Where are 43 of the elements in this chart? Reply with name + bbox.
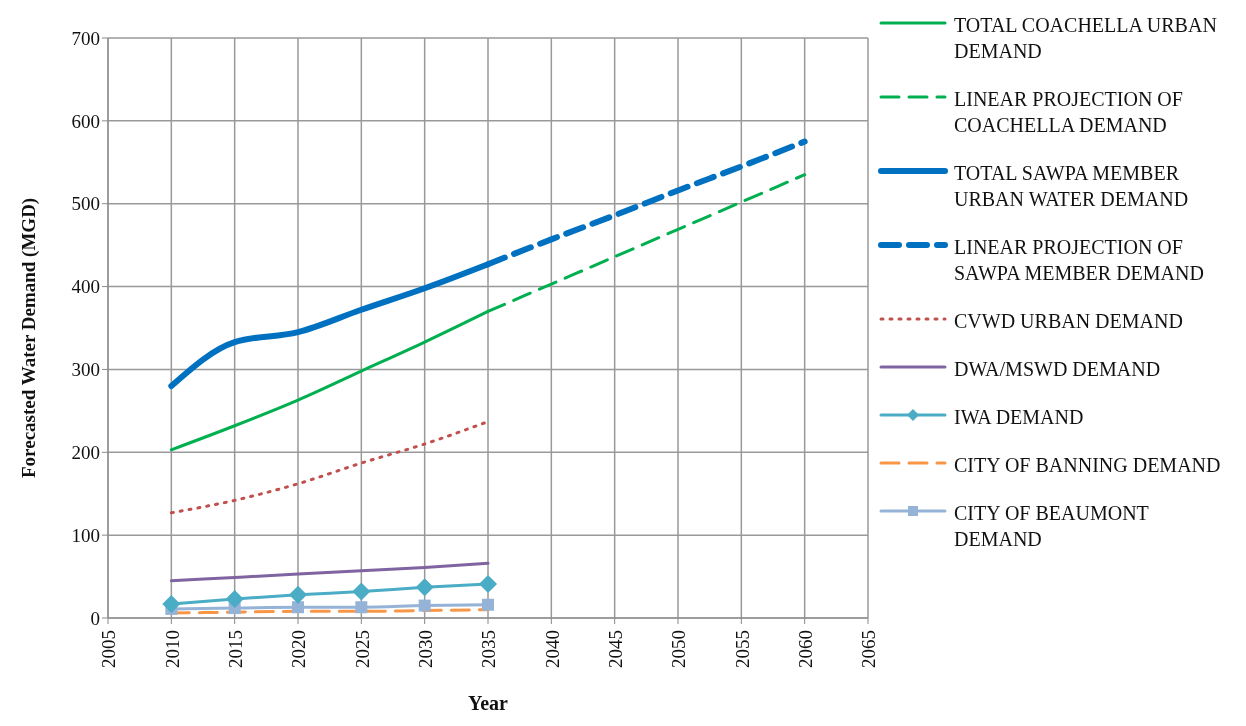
point <box>482 598 494 611</box>
y-axis-title: Forecasted Water Demand (MGD) <box>17 197 40 478</box>
y-tick-label: 600 <box>71 110 100 132</box>
x-tick-label: 2030 <box>415 630 437 668</box>
legend-label: LINEAR PROJECTION OF SAWPA MEMBER DEMAND <box>954 235 1205 286</box>
y-tick-label: 100 <box>71 524 100 546</box>
legend-label: IWA DEMAND <box>954 405 1084 430</box>
point <box>292 601 304 614</box>
y-tick-label: 0 <box>90 607 100 629</box>
point <box>418 599 431 612</box>
y-tick-label: 500 <box>71 193 100 215</box>
legend-label: TOTAL COACHELLA URBAN DEMAND <box>954 13 1218 64</box>
y-tick-label: 400 <box>71 276 100 298</box>
x-tick-label: 2020 <box>288 630 310 668</box>
point <box>355 601 368 614</box>
point <box>479 575 497 594</box>
y-tick-label: 700 <box>71 27 100 49</box>
x-tick-label: 2005 <box>98 630 120 668</box>
x-axis-title: Year <box>468 692 509 714</box>
point <box>162 594 181 613</box>
y-tick-label: 200 <box>71 442 100 464</box>
legend-label: CITY OF BANNING DEMAND <box>954 453 1221 478</box>
legend-label: TOTAL SAWPA MEMBER URBAN WATER DEMAND <box>954 161 1190 212</box>
x-tick-label: 2045 <box>605 630 627 668</box>
y-tick-label: 300 <box>71 359 100 381</box>
x-tick-label: 2060 <box>795 630 817 668</box>
x-tick-label: 2055 <box>731 630 753 668</box>
point <box>415 578 434 597</box>
legend-label: CVWD URBAN DEMAND <box>954 309 1183 334</box>
legend-label: DWA/MSWD DEMAND <box>954 357 1161 382</box>
x-tick-label: 2040 <box>541 630 563 668</box>
point <box>225 589 244 608</box>
point <box>352 582 371 601</box>
x-tick-label: 2010 <box>161 630 183 668</box>
x-tick-label: 2035 <box>478 630 500 668</box>
point <box>289 585 307 604</box>
x-tick-label: 2065 <box>858 630 880 668</box>
x-tick-label: 2025 <box>351 630 373 668</box>
legend-label: CITY OF BEAUMONT DEMAND <box>954 501 1150 552</box>
x-tick-label: 2015 <box>225 630 247 668</box>
line-series <box>169 561 490 583</box>
legend-label: LINEAR PROJECTION OF COACHELLA DEMAND <box>954 87 1184 138</box>
x-tick-label: 2050 <box>668 630 690 668</box>
